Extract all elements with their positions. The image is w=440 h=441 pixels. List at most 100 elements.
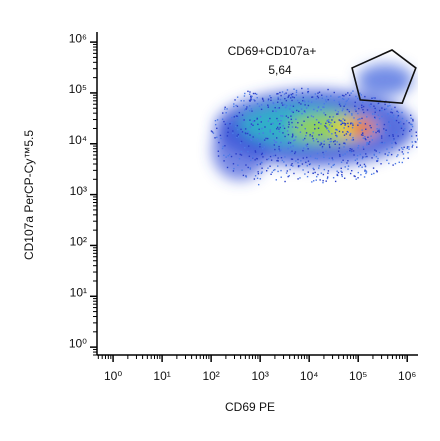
- event-dot: [307, 116, 309, 118]
- event-dot: [310, 101, 313, 103]
- event-dot: [277, 157, 279, 159]
- event-dot: [296, 109, 298, 112]
- event-dot: [328, 131, 330, 133]
- event-dot: [353, 117, 355, 119]
- event-dot: [224, 123, 227, 126]
- event-dot: [276, 137, 278, 139]
- event-dot: [325, 127, 328, 130]
- event-dot: [288, 141, 290, 143]
- event-dot: [366, 116, 368, 118]
- event-dot: [361, 166, 363, 168]
- event-dot: [263, 152, 266, 155]
- event-dot: [303, 120, 305, 122]
- event-dot: [370, 126, 372, 129]
- event-dot: [371, 97, 373, 99]
- event-dot: [254, 159, 256, 161]
- event-dot: [305, 134, 307, 137]
- event-dot: [319, 144, 321, 146]
- event-dot: [304, 111, 306, 113]
- event-dot: [307, 100, 310, 103]
- event-dot: [415, 141, 417, 143]
- event-dot: [294, 139, 296, 141]
- event-dot: [260, 161, 263, 164]
- event-dot: [375, 150, 377, 152]
- event-dot: [379, 142, 382, 144]
- event-dot: [250, 96, 252, 99]
- event-dot: [291, 99, 293, 102]
- event-dot: [352, 90, 354, 92]
- event-dot: [368, 143, 370, 145]
- event-dot: [417, 138, 418, 140]
- event-dot: [332, 158, 334, 161]
- event-dot: [362, 137, 365, 139]
- event-dot: [388, 151, 390, 154]
- event-dot: [248, 109, 251, 112]
- event-dot: [291, 110, 293, 112]
- event-dot: [394, 162, 397, 165]
- event-dot: [323, 140, 325, 142]
- event-dot: [398, 161, 400, 163]
- event-dot: [252, 156, 254, 158]
- event-dot: [330, 166, 333, 168]
- event-dot: [245, 134, 248, 136]
- event-dot: [349, 149, 351, 152]
- event-dot: [376, 128, 378, 130]
- event-dot: [389, 115, 392, 117]
- event-dot: [323, 156, 325, 159]
- event-dot: [257, 172, 260, 175]
- event-dot: [266, 158, 268, 161]
- x-tick-label: 10³: [251, 369, 268, 383]
- event-dot: [222, 112, 224, 114]
- event-dot: [290, 115, 292, 117]
- event-dot: [240, 154, 243, 156]
- event-dot: [301, 92, 304, 94]
- event-dot: [341, 174, 343, 176]
- event-dot: [343, 142, 345, 144]
- event-dot: [343, 95, 345, 97]
- event-dot: [409, 114, 412, 116]
- event-dot: [272, 110, 274, 112]
- event-dot: [325, 100, 327, 103]
- event-dot: [388, 162, 390, 165]
- event-dot: [361, 129, 363, 131]
- event-dot: [261, 171, 263, 173]
- event-dot: [276, 126, 279, 129]
- event-dot: [401, 111, 403, 114]
- event-dot: [315, 119, 318, 121]
- event-dot: [377, 114, 379, 116]
- y-axis-label: CD107a PerCP-Cy™5.5: [22, 130, 36, 260]
- event-dot: [341, 122, 344, 124]
- event-dot: [327, 121, 330, 123]
- event-dot: [366, 144, 368, 146]
- event-dot: [336, 113, 338, 115]
- event-dot: [343, 105, 345, 108]
- event-dot: [311, 96, 314, 98]
- event-dot: [344, 153, 346, 155]
- event-dot: [336, 174, 339, 176]
- event-dot: [419, 138, 420, 139]
- event-dot: [299, 131, 302, 133]
- event-dot: [226, 122, 229, 125]
- event-dot: [328, 157, 331, 159]
- event-dot: [256, 118, 258, 120]
- event-dot: [280, 141, 282, 144]
- event-dot: [392, 116, 394, 118]
- event-dot: [256, 164, 258, 166]
- event-dot: [327, 170, 330, 172]
- event-dot: [283, 103, 286, 106]
- event-dot: [328, 124, 331, 126]
- event-dot: [347, 160, 349, 162]
- event-dot: [403, 157, 405, 160]
- event-dot: [381, 142, 384, 145]
- event-dot: [256, 177, 259, 180]
- event-dot: [252, 120, 254, 123]
- event-dot: [392, 135, 394, 138]
- event-dot: [245, 164, 247, 166]
- event-dot: [248, 99, 251, 102]
- event-dot: [345, 93, 347, 96]
- event-dot: [224, 106, 226, 108]
- event-dot: [343, 134, 346, 136]
- event-dot: [351, 150, 353, 152]
- x-tick-label: 10⁵: [349, 369, 367, 383]
- event-dot: [343, 127, 345, 129]
